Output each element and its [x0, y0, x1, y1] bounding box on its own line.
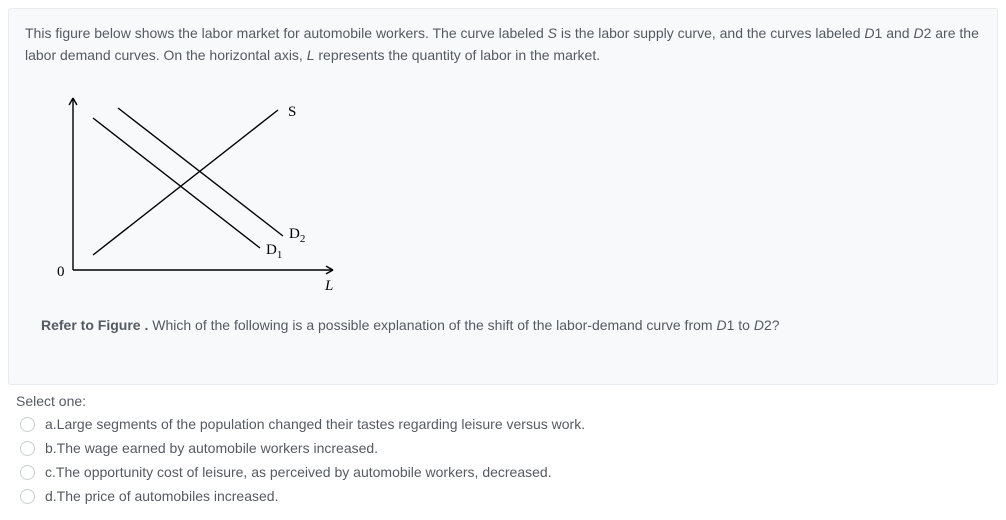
option-row: a.Large segments of the population chang… [16, 415, 990, 434]
option-row: c.The opportunity cost of leisure, as pe… [16, 463, 990, 482]
option-radio[interactable] [20, 417, 35, 432]
question-intro: This figure below shows the labor market… [25, 23, 981, 66]
question-box: This figure below shows the labor market… [8, 8, 998, 385]
option-radio[interactable] [20, 465, 35, 480]
option-label[interactable]: b.The wage earned by automobile workers … [45, 439, 378, 458]
svg-text:S: S [288, 104, 296, 120]
option-row: d.The price of automobiles increased. [16, 487, 990, 506]
option-radio[interactable] [20, 441, 35, 456]
svg-text:D1: D1 [266, 242, 282, 261]
option-radio[interactable] [20, 489, 35, 504]
option-label[interactable]: c.The opportunity cost of leisure, as pe… [45, 463, 552, 482]
labor-market-figure: 0 S D1 D2 L [43, 90, 353, 295]
svg-text:L: L [324, 278, 333, 294]
option-row: b.The wage earned by automobile workers … [16, 439, 990, 458]
question-prompt: Refer to Figure . Which of the following… [41, 315, 965, 336]
svg-text:0: 0 [57, 264, 65, 280]
svg-text:D2: D2 [289, 226, 305, 245]
select-one-label: Select one: [16, 393, 990, 409]
option-label[interactable]: d.The price of automobiles increased. [45, 487, 278, 506]
answers-block: Select one: a.Large segments of the popu… [16, 393, 990, 506]
option-label[interactable]: a.Large segments of the population chang… [45, 415, 585, 434]
